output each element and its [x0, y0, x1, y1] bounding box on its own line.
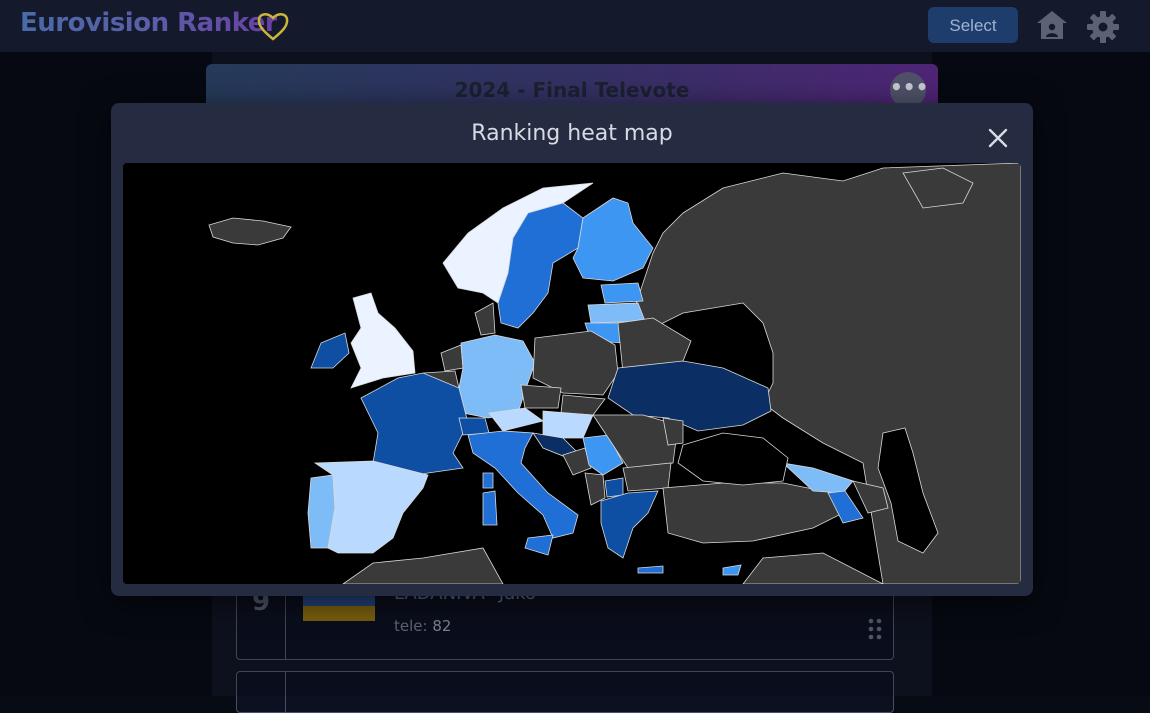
italy — [467, 430, 579, 539]
heat-map-modal: Ranking heat map — [111, 103, 1033, 596]
select-button[interactable]: Select — [928, 7, 1018, 43]
moldova — [662, 417, 684, 446]
bosnia — [562, 447, 592, 476]
black-sea — [677, 432, 789, 486]
spain — [313, 460, 429, 554]
tele-label: tele: — [394, 617, 428, 635]
north-macedonia — [604, 477, 624, 498]
gear-icon[interactable] — [1086, 10, 1120, 44]
turkey — [662, 482, 844, 544]
cyprus — [722, 564, 742, 576]
more-menu-button[interactable]: ••• — [890, 72, 928, 108]
armenia — [827, 490, 864, 524]
georgia — [781, 462, 854, 494]
estonia — [600, 282, 644, 304]
tele-value: 82 — [432, 617, 452, 635]
europe-heat-map — [123, 163, 1021, 584]
north-africa-east — [742, 552, 884, 584]
ranking-list-title: 2024 - Final Televote — [454, 78, 690, 102]
azerbaijan — [852, 480, 889, 514]
modal-title: Ranking heat map — [471, 121, 673, 146]
albania-montenegro — [584, 472, 606, 506]
heart-icon[interactable] — [256, 10, 290, 42]
caspian-sea — [877, 427, 939, 554]
slovakia — [560, 394, 606, 416]
romania — [592, 414, 679, 469]
france — [360, 372, 469, 479]
corsica — [482, 472, 494, 489]
rank-cell — [237, 672, 286, 712]
united-kingdom — [350, 292, 416, 389]
finland — [572, 197, 654, 282]
greece — [600, 490, 659, 559]
top-bar: Eurovision Ranker Select — [0, 0, 1150, 52]
drag-handle-icon[interactable] — [867, 617, 883, 641]
poland — [532, 330, 619, 396]
ukraine — [607, 360, 772, 432]
czechia — [520, 384, 562, 409]
iceland — [208, 217, 292, 246]
crete — [637, 565, 664, 574]
belarus — [617, 317, 692, 374]
sardinia — [482, 490, 498, 526]
bulgaria — [622, 462, 672, 492]
hungary — [542, 410, 594, 439]
germany — [458, 334, 536, 419]
home-icon[interactable] — [1034, 8, 1070, 42]
televote-score: tele: 82 — [394, 617, 451, 635]
arctic-island — [902, 167, 974, 209]
sicily — [524, 534, 554, 556]
russia-region — [632, 163, 1021, 584]
app-title[interactable]: Eurovision Ranker — [20, 8, 278, 38]
switzerland — [458, 417, 490, 436]
ireland — [310, 332, 350, 369]
north-africa — [342, 547, 504, 584]
close-icon[interactable] — [983, 123, 1013, 153]
sweden — [497, 202, 584, 329]
denmark — [474, 302, 496, 336]
netherlands — [440, 344, 464, 372]
